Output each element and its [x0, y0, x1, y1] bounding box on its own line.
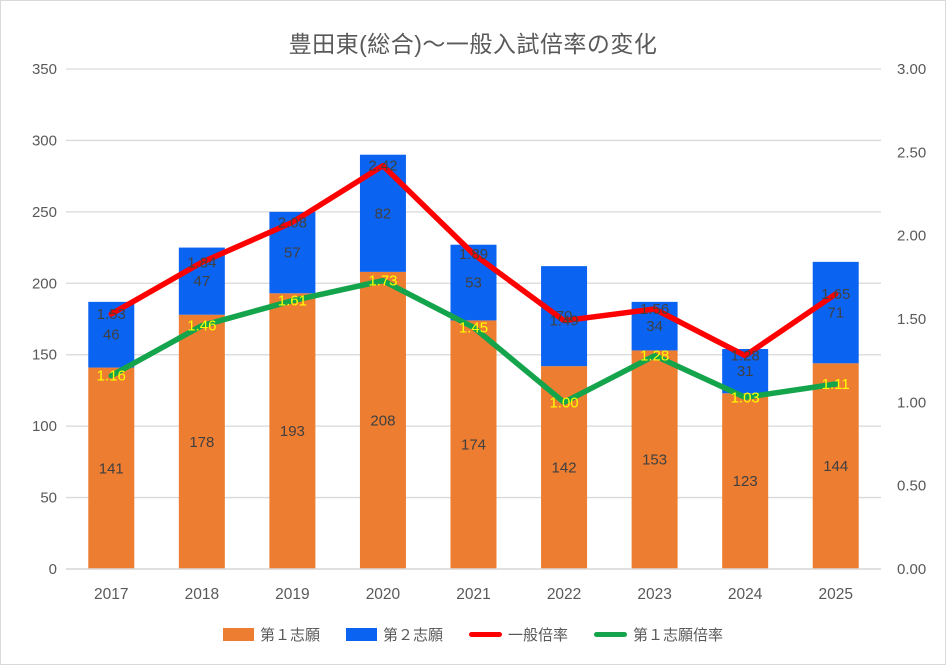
- bar-segment-second-choice: [269, 211, 316, 294]
- line-value-label: 1.73: [368, 273, 397, 290]
- line-value-label: 1.53: [97, 306, 126, 323]
- legend-label: 一般倍率: [508, 626, 569, 644]
- legend-swatch-bar: [222, 627, 254, 641]
- line-value-label: 1.00: [549, 394, 578, 411]
- bar-value-label: 53: [465, 275, 482, 292]
- bar-value-label: 208: [370, 412, 395, 429]
- bar-value-label: 144: [823, 458, 848, 475]
- line-series: [108, 277, 839, 406]
- left-axis-tick-label: 250: [32, 204, 57, 221]
- bar-value-label: 174: [461, 437, 486, 454]
- bar-value-label: 47: [193, 273, 210, 290]
- right-axis-tick-label: 2.50: [897, 144, 926, 161]
- line-value-label: 2.08: [278, 214, 307, 231]
- bar-segment-second-choice: [178, 247, 225, 315]
- line-value-label: 1.11: [822, 376, 850, 393]
- chart-title: 豊田東(総合)～一般入試倍率の変化: [288, 31, 658, 57]
- bar-value-label: 123: [733, 473, 758, 490]
- bar-value-label: 31: [737, 363, 754, 380]
- legend-item: 第１志願倍率: [594, 624, 723, 645]
- line-value-label: 1.28: [640, 348, 669, 365]
- x-axis-category-label: 2024: [728, 586, 763, 603]
- line-value-label: 1.45: [459, 319, 488, 336]
- right-axis-tick-label: 0.00: [897, 561, 926, 578]
- left-axis-tick-label: 300: [32, 132, 57, 149]
- right-axis-tick-label: 1.00: [897, 394, 926, 411]
- x-axis-category-label: 2021: [456, 586, 490, 603]
- line-series: [108, 162, 839, 359]
- bar-value-label: 82: [375, 205, 392, 222]
- right-axis-tick-label: 0.50: [897, 478, 926, 495]
- line-value-label: 1.56: [640, 301, 669, 318]
- bar-value-label: 153: [642, 452, 667, 469]
- line-value-label: 1.16: [97, 368, 126, 385]
- bar-segment-first-choice: [722, 393, 769, 569]
- left-axis-tick-label: 150: [32, 347, 57, 364]
- legend-item: 第１志願: [222, 624, 320, 645]
- line-value-label: 2.42: [368, 158, 397, 175]
- bar-value-label: 193: [280, 423, 305, 440]
- legend-item: 第２志願: [345, 624, 443, 645]
- bar-segment-first-choice: [359, 271, 406, 569]
- right-axis-tick-label: 1.50: [897, 311, 926, 328]
- bar-value-label: 178: [189, 434, 214, 451]
- left-axis-tick-label: 0: [49, 561, 57, 578]
- line-value-label: 1.03: [731, 389, 760, 406]
- legend-label: 第２志願: [382, 626, 443, 644]
- left-axis-tick-label: 100: [32, 418, 57, 435]
- bar-segment-first-choice: [178, 314, 225, 569]
- line-value-label: 1.49: [549, 313, 578, 330]
- bar-segment-first-choice: [812, 363, 859, 569]
- x-axis-category-label: 2025: [818, 586, 852, 603]
- line-value-label: 1.84: [187, 254, 216, 271]
- bar-value-label: 142: [552, 460, 577, 477]
- x-axis-category-label: 2017: [94, 586, 128, 603]
- legend-swatch-line: [594, 631, 628, 637]
- legend-label: 第１志願: [259, 626, 320, 644]
- right-axis-tick-label: 3.00: [897, 61, 926, 78]
- x-axis-category-label: 2022: [547, 586, 581, 603]
- bar-value-label: 71: [827, 305, 844, 322]
- x-axis-category-label: 2018: [185, 586, 219, 603]
- bar-value-label: 70: [556, 308, 573, 325]
- legend-swatch-line: [469, 631, 502, 637]
- line-value-label: 1.61: [278, 293, 307, 310]
- left-axis-tick-label: 350: [32, 61, 57, 78]
- bar-segment-first-choice: [450, 320, 497, 569]
- bar-segment-first-choice: [269, 293, 316, 569]
- x-axis-category-label: 2019: [275, 586, 309, 603]
- line-value-label: 1.28: [731, 348, 760, 365]
- bar-value-label: 34: [646, 318, 663, 335]
- legend-swatch-bar: [345, 627, 377, 641]
- bar-value-label: 141: [99, 460, 124, 477]
- bar-segment-second-choice: [812, 261, 859, 364]
- legend-label: 第１志願倍率: [633, 626, 724, 644]
- bar-value-label: 57: [284, 245, 301, 262]
- bar-segment-first-choice: [88, 367, 135, 569]
- legend-item: 一般倍率: [469, 624, 568, 645]
- x-axis-category-label: 2023: [637, 586, 671, 603]
- bar-segment-first-choice: [631, 350, 678, 569]
- line-value-label: 1.65: [821, 286, 850, 303]
- x-axis-category-label: 2020: [366, 586, 401, 603]
- right-axis-tick-label: 2.00: [897, 228, 926, 245]
- left-axis-tick-label: 50: [40, 490, 57, 507]
- line-value-label: 1.89: [459, 246, 488, 263]
- legend: 第１志願 第２志願 一般倍率 第１志願倍率: [1, 620, 945, 648]
- line-value-label: 1.46: [187, 318, 216, 335]
- bar-value-label: 46: [103, 327, 120, 344]
- left-axis-tick-label: 200: [32, 275, 57, 292]
